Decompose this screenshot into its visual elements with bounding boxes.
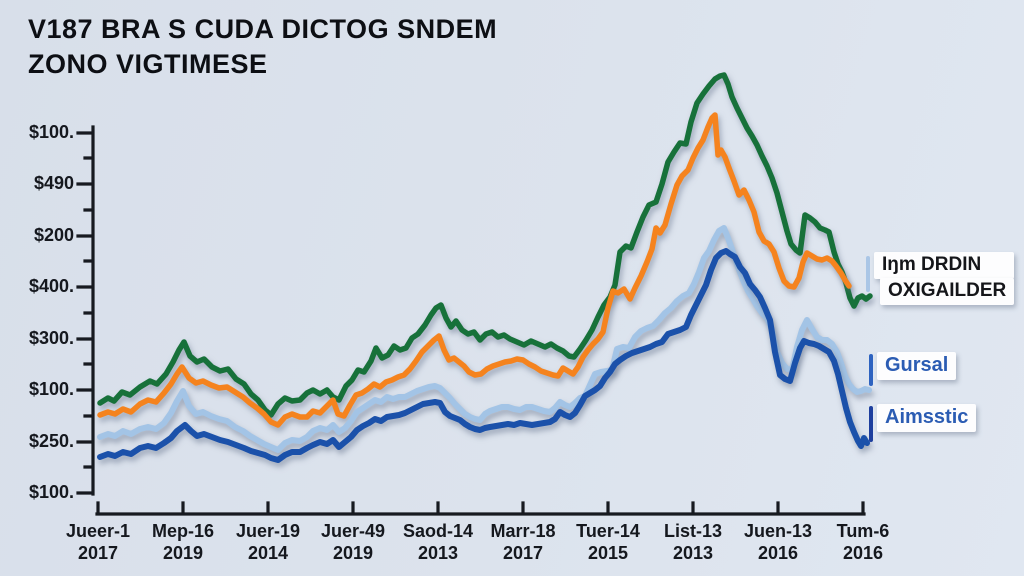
x-tick-label-line1: List-13 (663, 521, 723, 541)
x-tick-label-line1: Marr-18 (490, 521, 556, 541)
x-tick-label-line2: 2017 (502, 543, 544, 563)
legend-label: Iŋm DRDIN (874, 252, 1015, 279)
x-tick-label-line2: 2013 (417, 543, 459, 563)
legend-marker-bar (869, 406, 873, 442)
y-tick-label: $100. (28, 482, 74, 502)
y-tick-label: $300. (28, 328, 74, 348)
legend-label: OXIGAILDER (880, 278, 1015, 305)
legend-label: Aimsstic (877, 404, 977, 432)
series-line-orange (97, 112, 852, 428)
chart-title: V187 BRA S CUDA DICTOG SNDEM ZONO VIGTIM… (28, 12, 497, 82)
x-tick-label: Tum-6 2016 (818, 520, 908, 564)
x-tick-label-line1: Tuer-14 (576, 521, 640, 541)
x-tick-label: Juer-49 2019 (308, 520, 398, 564)
x-tick-label-line1: Jueer-1 (65, 521, 131, 541)
x-tick-label-line1: Juer-19 (235, 521, 301, 541)
chart-title-line2: ZONO VIGTIMESE (28, 49, 268, 79)
x-tick-label: List-13 2013 (648, 520, 738, 564)
x-tick-label-line1: Saod-14 (402, 521, 474, 541)
x-tick-label-line2: 2015 (587, 543, 629, 563)
x-tick-label: Saod-14 2013 (393, 520, 483, 564)
x-tick-label-line1: Tum-6 (836, 521, 890, 541)
series-line-green (97, 72, 873, 418)
legend-item-drdin-oxigailder: Iŋm DRDIN OXIGAILDER (866, 252, 1015, 305)
x-tick-label: Tuer-14 2015 (563, 520, 653, 564)
y-tick-label: $100. (28, 379, 74, 399)
chart-title-line1: V187 BRA S CUDA DICTOG SNDEM (28, 14, 498, 44)
y-tick-label: $250. (28, 431, 74, 451)
x-tick-label-line2: 2016 (757, 543, 799, 563)
x-tick-label-line2: 2019 (332, 543, 374, 563)
x-tick-label: Marr-18 2017 (478, 520, 568, 564)
x-tick-label-line2: 2014 (247, 543, 289, 563)
legend-label: Gursal (877, 352, 957, 380)
legend-marker-bar (866, 256, 870, 292)
legend-item-aimsstic: Aimsstic (869, 404, 977, 442)
x-axis (95, 501, 866, 516)
legend-item-gursal: Gursal (869, 352, 957, 386)
x-tick-label-line1: Juen-13 (743, 521, 813, 541)
y-tick-label: $400. (28, 276, 74, 296)
x-tick-label-line2: 2019 (162, 543, 204, 563)
x-tick-label: Mep-16 2019 (138, 520, 228, 564)
x-tick-label-line1: Mep-16 (151, 521, 214, 541)
y-tick-label: $490 (33, 173, 74, 193)
legend-marker-bar (869, 354, 873, 386)
x-tick-label: Jueer-1 2017 (53, 520, 143, 564)
series-line-darkblue (97, 248, 870, 463)
x-tick-label-line2: 2013 (672, 543, 714, 563)
x-tick-label-line2: 2016 (842, 543, 884, 563)
x-tick-label-line1: Juer-49 (320, 521, 386, 541)
x-tick-label: Juer-19 2014 (223, 520, 313, 564)
y-tick-label: $100. (28, 122, 74, 142)
x-tick-label-line2: 2017 (77, 543, 119, 563)
x-tick-label: Juen-13 2016 (733, 520, 823, 564)
y-tick-label: $200 (33, 225, 74, 245)
y-axis (76, 125, 95, 496)
